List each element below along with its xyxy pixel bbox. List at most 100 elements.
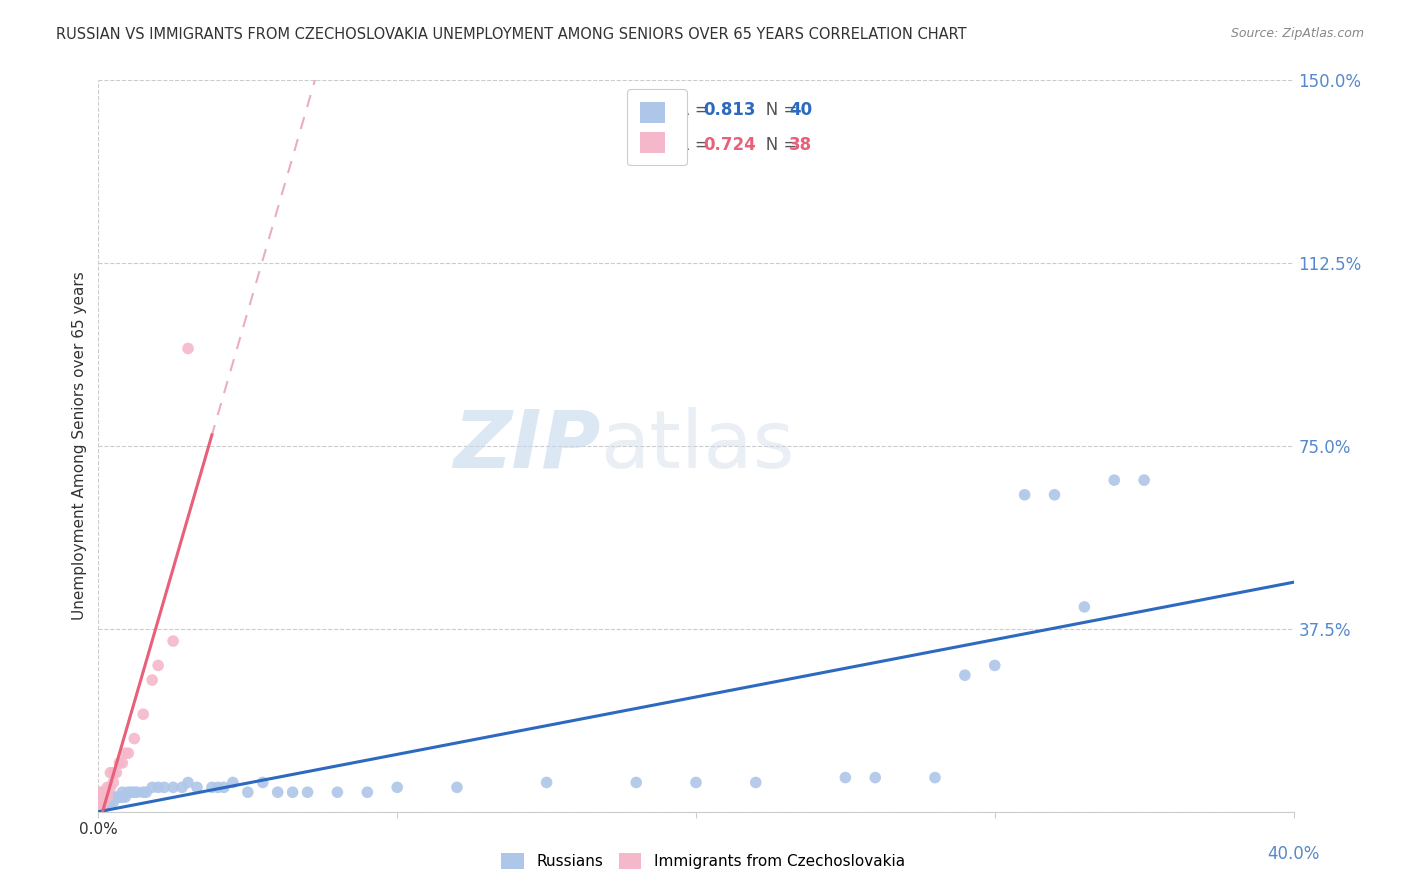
Point: [90, 785, 112, 799]
Point: [96, 780, 118, 795]
Point: [297, 785, 319, 799]
Point: [108, 756, 131, 770]
Point: [103, 790, 125, 805]
Point: [120, 785, 142, 799]
Point: [1104, 473, 1126, 487]
Point: [745, 775, 768, 789]
Point: [536, 775, 558, 789]
Point: [281, 785, 304, 799]
Text: 40.0%: 40.0%: [1267, 845, 1320, 863]
Point: [1133, 473, 1156, 487]
Point: [148, 780, 170, 795]
Point: [105, 790, 128, 805]
Legend: , : ,: [627, 89, 688, 165]
Point: [114, 746, 136, 760]
Point: [108, 790, 131, 805]
Point: [98, 780, 122, 795]
Point: [201, 780, 224, 795]
Point: [96, 785, 118, 799]
Text: N =: N =: [749, 101, 803, 119]
Point: [124, 785, 146, 799]
Text: atlas: atlas: [600, 407, 794, 485]
Point: [98, 765, 122, 780]
Point: [96, 795, 118, 809]
Point: [111, 790, 134, 805]
Point: [93, 795, 115, 809]
Point: [93, 800, 115, 814]
Point: [252, 775, 274, 789]
Point: [865, 771, 887, 785]
Point: [1014, 488, 1036, 502]
Text: 38: 38: [789, 136, 813, 153]
Point: [236, 785, 259, 799]
Point: [93, 795, 115, 809]
Point: [93, 800, 115, 814]
Point: [924, 771, 946, 785]
Point: [148, 658, 170, 673]
Point: [111, 785, 134, 799]
Point: [141, 673, 163, 687]
Point: [153, 780, 176, 795]
Text: RUSSIAN VS IMMIGRANTS FROM CZECHOSLOVAKIA UNEMPLOYMENT AMONG SENIORS OVER 65 YEA: RUSSIAN VS IMMIGRANTS FROM CZECHOSLOVAKI…: [56, 27, 967, 42]
Point: [90, 795, 112, 809]
Point: [132, 785, 155, 799]
Text: 40: 40: [789, 101, 813, 119]
Point: [984, 658, 1007, 673]
Point: [93, 795, 115, 809]
Point: [117, 785, 139, 799]
Point: [124, 731, 146, 746]
Point: [105, 765, 128, 780]
Point: [267, 785, 290, 799]
Point: [93, 785, 115, 799]
Point: [98, 795, 122, 809]
Point: [172, 780, 194, 795]
Text: R =: R =: [678, 136, 714, 153]
Point: [103, 775, 125, 789]
Text: ZIP: ZIP: [453, 407, 600, 485]
Point: [1043, 488, 1066, 502]
Point: [207, 780, 229, 795]
Point: [90, 785, 112, 799]
Legend: Russians, Immigrants from Czechoslovakia: Russians, Immigrants from Czechoslovakia: [495, 847, 911, 875]
Point: [626, 775, 648, 789]
Text: 0.813: 0.813: [703, 101, 755, 119]
Point: [117, 746, 139, 760]
Point: [96, 795, 118, 809]
Point: [93, 790, 115, 805]
Point: [326, 785, 349, 799]
Point: [1073, 599, 1095, 614]
Point: [132, 707, 155, 722]
Point: [103, 765, 125, 780]
Point: [212, 780, 235, 795]
Point: [96, 790, 118, 805]
Point: [90, 800, 112, 814]
Point: [127, 785, 149, 799]
Text: N =: N =: [749, 136, 803, 153]
Point: [90, 790, 112, 805]
Point: [90, 795, 112, 809]
Text: 0.724: 0.724: [703, 136, 756, 153]
Point: [103, 795, 125, 809]
Point: [90, 800, 112, 814]
Point: [90, 790, 112, 805]
Y-axis label: Unemployment Among Seniors over 65 years: Unemployment Among Seniors over 65 years: [72, 272, 87, 620]
Point: [385, 780, 409, 795]
Point: [108, 790, 131, 805]
Point: [90, 795, 112, 809]
Point: [96, 790, 118, 805]
Point: [162, 780, 184, 795]
Text: R =: R =: [678, 101, 714, 119]
Point: [186, 780, 208, 795]
Point: [446, 780, 468, 795]
Point: [222, 775, 245, 789]
Point: [90, 800, 112, 814]
Point: [685, 775, 707, 789]
Point: [135, 785, 157, 799]
Point: [834, 771, 856, 785]
Point: [141, 780, 163, 795]
Point: [98, 790, 122, 805]
Point: [103, 790, 125, 805]
Point: [177, 775, 200, 789]
Point: [90, 800, 112, 814]
Point: [356, 785, 378, 799]
